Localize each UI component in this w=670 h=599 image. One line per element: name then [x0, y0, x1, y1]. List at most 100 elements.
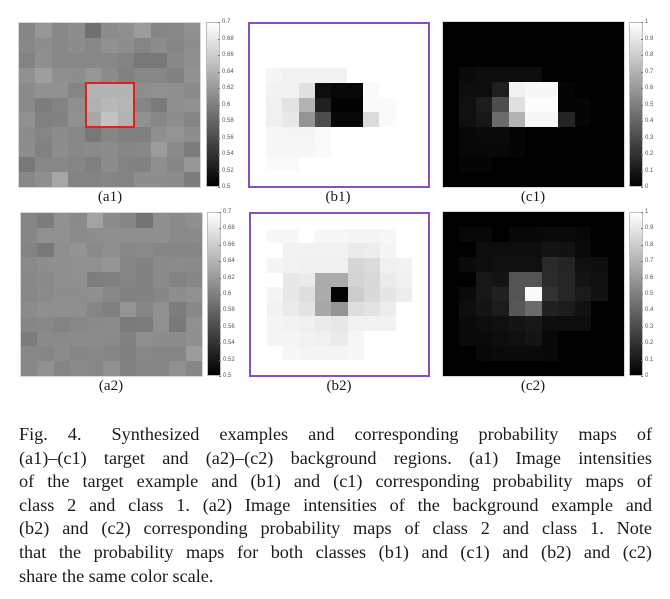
heatmap-cell	[541, 157, 559, 172]
heatmap-cell	[558, 172, 575, 187]
heatmap-cell	[475, 361, 493, 376]
heatmap-cell	[363, 345, 380, 361]
colorbar-tick-mark	[641, 187, 643, 188]
heatmap-cell	[299, 287, 316, 302]
heatmap-cell	[363, 38, 380, 54]
heatmap-cell	[558, 256, 575, 272]
heatmap-cell	[21, 346, 38, 362]
heatmap-cell	[525, 212, 542, 227]
heatmap-cell	[185, 361, 202, 376]
colorbar-tick-label: 0.5	[645, 101, 654, 108]
heatmap-b2	[251, 214, 428, 375]
heatmap-cell	[19, 52, 36, 68]
heatmap-cell	[508, 67, 526, 82]
heatmap-cell	[591, 157, 608, 172]
heatmap-cell	[185, 331, 202, 347]
heatmap-cell	[267, 287, 284, 302]
heatmap-cell	[558, 127, 575, 142]
heatmap-cell	[492, 37, 509, 52]
heatmap-cell	[574, 67, 592, 82]
heatmap-cell	[525, 52, 542, 67]
heatmap-cell	[150, 23, 168, 38]
heatmap-cell	[574, 97, 592, 112]
heatmap-cell	[443, 142, 460, 157]
colorbar-tick-label: 1	[645, 209, 649, 215]
heatmap-cell	[152, 287, 170, 302]
heatmap-cell	[525, 361, 542, 376]
heatmap-cell	[103, 301, 120, 317]
heatmap-cell	[136, 316, 153, 332]
heatmap-cell	[250, 53, 267, 69]
heatmap-cell	[508, 52, 526, 67]
heatmap-cell	[558, 97, 575, 112]
heatmap-cell	[68, 37, 85, 53]
heatmap-cell	[169, 287, 186, 302]
heatmap-cell	[19, 67, 36, 83]
heatmap-cell	[331, 316, 348, 332]
panel-label-b2: (b2)	[326, 378, 352, 394]
heatmap-cell	[250, 68, 267, 83]
heatmap-cell	[267, 257, 284, 273]
heatmap-cell	[19, 37, 36, 53]
heatmap-cell	[315, 301, 332, 317]
heatmap-cell	[525, 271, 542, 287]
heatmap-cell	[558, 67, 575, 82]
colorbar-tick-label: 0.62	[223, 274, 235, 281]
heatmap-cell	[84, 97, 102, 113]
heatmap-cell	[119, 316, 137, 332]
heatmap-cell	[492, 82, 509, 97]
heatmap-cell	[150, 52, 168, 68]
colorbar-tick-mark	[219, 212, 221, 213]
heatmap-cell	[411, 214, 428, 229]
heatmap-cell	[574, 112, 592, 127]
heatmap-cell	[525, 82, 542, 97]
heatmap-cell	[167, 172, 184, 187]
heatmap-cell	[330, 156, 348, 172]
heatmap-cell	[508, 157, 526, 172]
heatmap-cell	[508, 361, 526, 376]
heatmap-cell	[35, 172, 52, 187]
heatmap-cell	[117, 112, 135, 128]
heatmap-cell	[492, 271, 509, 287]
heatmap-cell	[86, 301, 104, 317]
heatmap-cell	[443, 157, 460, 172]
heatmap-cell	[167, 157, 184, 173]
heatmap-cell	[150, 82, 168, 98]
heatmap-cell	[330, 38, 348, 54]
colorbar-tick-mark	[219, 294, 221, 295]
panel-label-c1: (c1)	[520, 189, 546, 205]
colorbar-tick-label: 0.3	[645, 134, 654, 141]
heatmap-cell	[607, 212, 624, 227]
heatmap-cell	[574, 241, 592, 257]
heatmap-cell	[35, 23, 52, 38]
colorbar-tick-mark	[219, 310, 221, 312]
heatmap-cell	[443, 271, 460, 287]
heatmap-cell	[492, 226, 509, 242]
heatmap-cell	[508, 346, 526, 362]
heatmap-cell	[298, 53, 315, 69]
heatmap-cell	[591, 286, 608, 302]
heatmap-cell	[363, 68, 380, 83]
heatmap-cell	[347, 53, 364, 69]
heatmap-cell	[315, 287, 332, 302]
panel-label-b1: (b1)	[325, 189, 351, 205]
heatmap-cell	[443, 226, 460, 242]
heatmap-cell	[379, 331, 396, 346]
heatmap-cell	[183, 142, 200, 158]
heatmap-cell	[443, 112, 460, 127]
heatmap-cell	[541, 22, 559, 37]
heatmap-cell	[525, 346, 542, 362]
heatmap-cell	[299, 316, 316, 332]
heatmap-cell	[591, 301, 608, 317]
heatmap-cell	[459, 112, 476, 127]
heatmap-cell	[475, 331, 493, 347]
heatmap-cell	[150, 142, 168, 158]
colorbar-tick-label: 0.9	[645, 225, 654, 232]
heatmap-cell	[443, 241, 460, 257]
heatmap-cell	[508, 22, 526, 37]
heatmap-cell	[282, 112, 299, 128]
heatmap-cell	[541, 316, 559, 332]
caption-line-6: that the probability maps for both class…	[19, 541, 652, 562]
colorbar-tick-mark	[641, 228, 643, 230]
heatmap-cell	[475, 226, 493, 242]
